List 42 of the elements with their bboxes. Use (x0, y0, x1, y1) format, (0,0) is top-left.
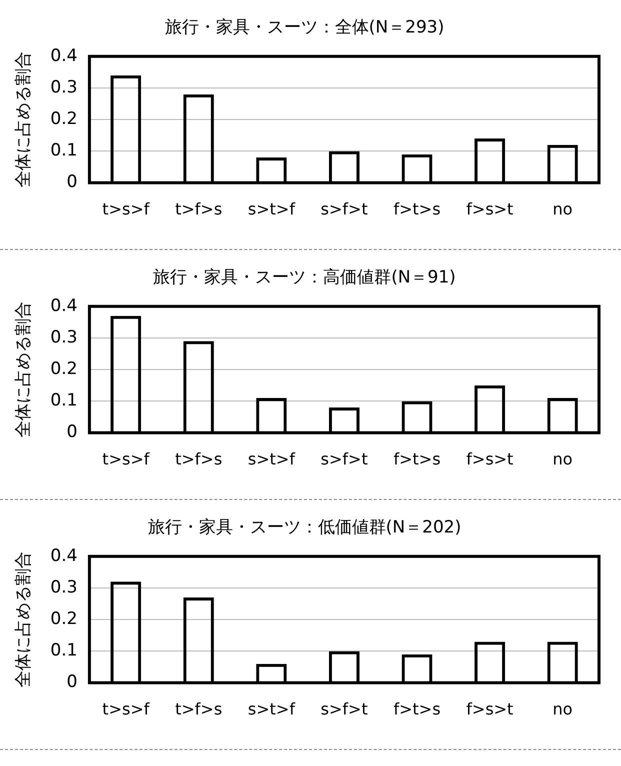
x-tick-label: s>t>f (248, 450, 296, 469)
y-axis-title: 全体に占める割合 (14, 302, 34, 438)
x-tick-label: f>s>t (466, 450, 514, 469)
y-tick-label: 0.4 (50, 296, 78, 316)
y-tick-label: 0.1 (50, 640, 78, 661)
y-tick-label: 0.2 (50, 109, 78, 130)
x-tick-label: f>s>t (466, 200, 514, 219)
y-tick-label: 0.3 (50, 77, 78, 98)
y-tick-label: 0.4 (50, 546, 78, 566)
x-tick-label: t>f>s (175, 700, 222, 719)
x-tick-label: t>f>s (175, 450, 222, 469)
y-tick-label: 0 (66, 172, 78, 192)
y-tick-label: 0.2 (50, 609, 78, 630)
x-tick-label: f>t>s (393, 200, 441, 219)
y-tick-label: 0.4 (50, 46, 78, 66)
y-axis-title: 全体に占める割合 (14, 52, 34, 188)
x-tick-label: t>f>s (175, 200, 222, 219)
y-tick-label: 0.3 (50, 327, 78, 348)
chart-title: 旅行・家具・スーツ：低価値群(N＝202) (148, 518, 462, 538)
x-tick-label: f>t>s (393, 700, 441, 719)
chart-title: 旅行・家具・スーツ：高価値群(N＝91) (153, 268, 456, 288)
x-tick-label: t>s>f (102, 700, 150, 719)
y-tick-label: 0 (66, 422, 78, 442)
x-tick-label: s>f>t (320, 450, 368, 469)
x-tick-label: s>t>f (248, 700, 296, 719)
y-axis-title: 全体に占める割合 (14, 552, 34, 688)
x-tick-label: no (552, 700, 573, 719)
x-tick-label: s>f>t (320, 200, 368, 219)
x-tick-label: s>f>t (320, 700, 368, 719)
x-tick-label: f>s>t (466, 700, 514, 719)
y-tick-label: 0.2 (50, 359, 78, 380)
x-tick-label: no (552, 200, 573, 219)
x-tick-label: t>s>f (102, 450, 150, 469)
y-tick-label: 0.1 (50, 390, 78, 411)
x-tick-label: t>s>f (102, 200, 150, 219)
x-tick-label: s>t>f (248, 200, 296, 219)
y-tick-label: 0 (66, 672, 78, 692)
y-tick-label: 0.1 (50, 140, 78, 161)
x-tick-label: f>t>s (393, 450, 441, 469)
x-tick-label: no (552, 450, 573, 469)
y-tick-label: 0.3 (50, 577, 78, 598)
chart-title: 旅行・家具・スーツ：全体(N＝293) (164, 18, 444, 38)
